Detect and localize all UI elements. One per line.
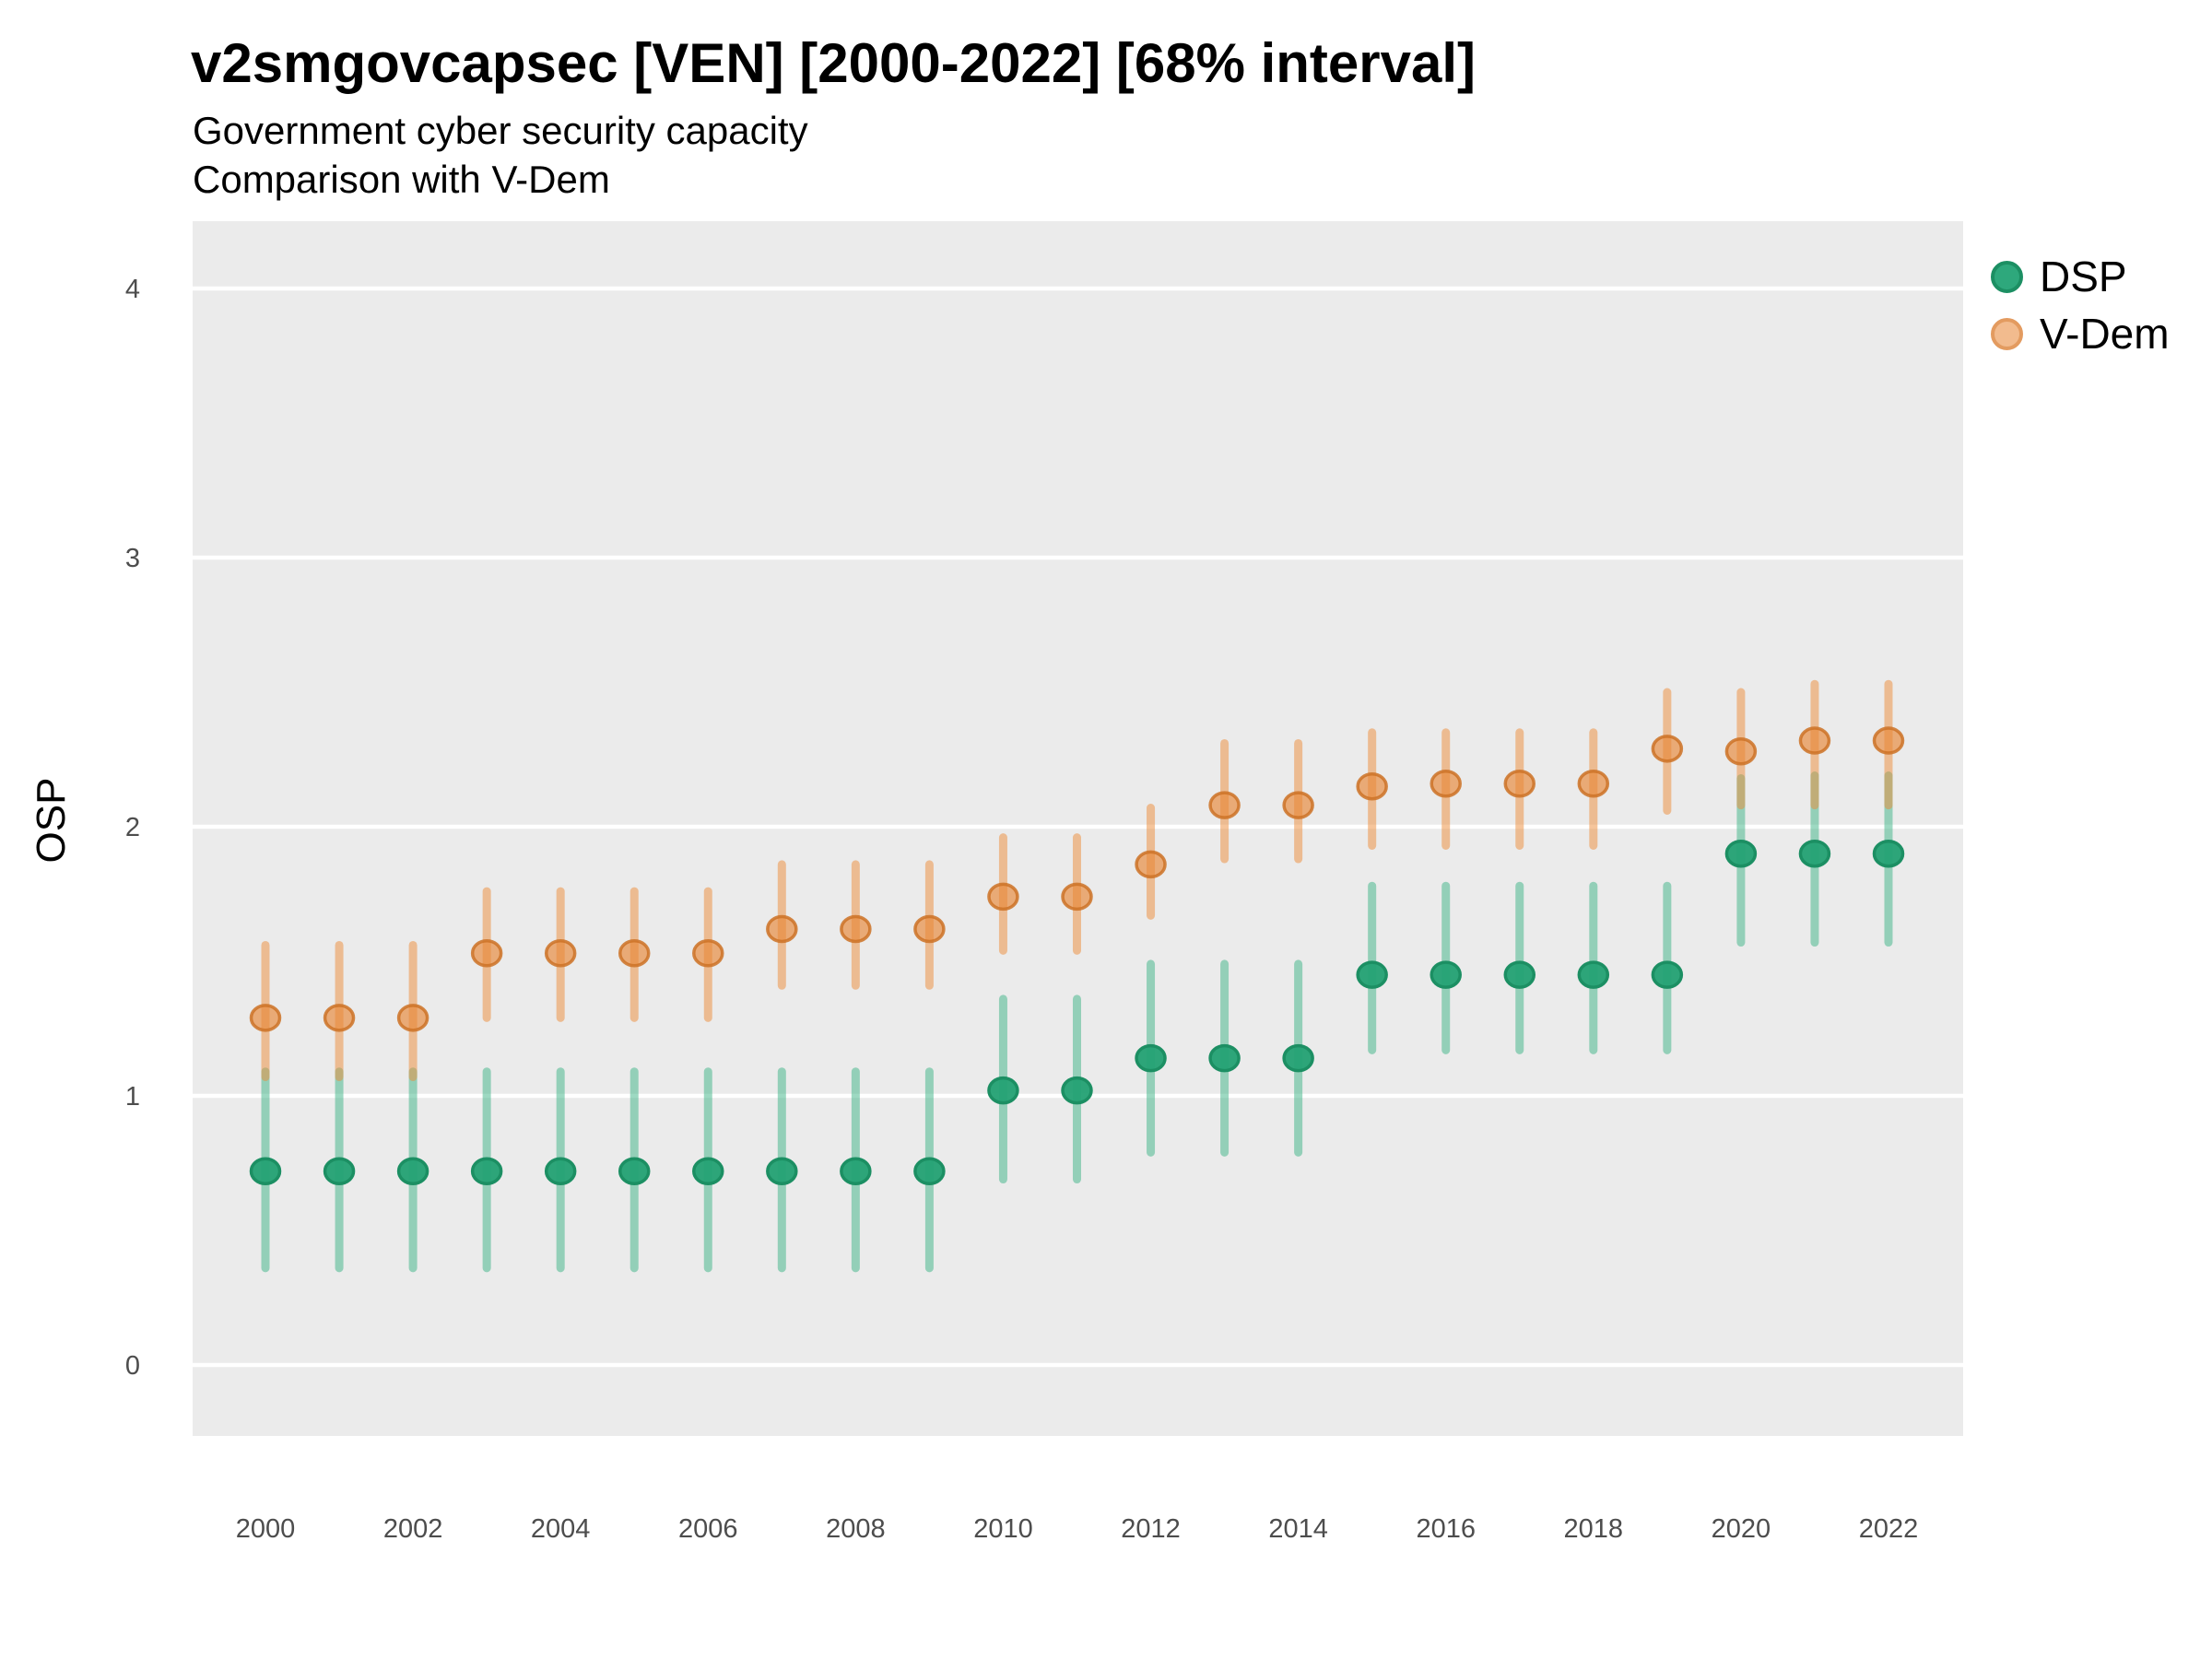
dsp-point [1651,960,1684,989]
y-tick-label: 4 [125,275,140,304]
dsp-point [1135,1043,1167,1073]
vdem-point [249,1004,282,1032]
vdem-point [987,882,1019,912]
chart-subtitle-line2: Comparison with V-Dem [193,158,610,201]
dsp-point [396,1157,429,1186]
y-tick-label: 2 [125,813,140,842]
dsp-point [470,1157,503,1186]
dsp-point [1356,960,1388,989]
x-tick-label: 2010 [973,1514,1033,1544]
vdem-point [323,1004,356,1032]
dsp-point [249,1157,282,1186]
vdem-legend-swatch-icon [1991,317,2023,350]
dsp-point [1430,960,1462,989]
legend-item-vdem: V-Dem [1991,312,2170,356]
dsp-point [323,1157,356,1186]
x-tick-label: 2016 [1416,1514,1476,1544]
vdem-point [1430,770,1462,798]
y-tick-label: 0 [125,1351,140,1381]
chart-title: v2smgovcapsec [VEN] [2000-2022] [68% int… [191,32,1477,94]
x-tick-label: 2020 [1712,1514,1771,1544]
vdem-point [470,938,503,968]
vdem-point [1503,770,1536,798]
vdem-point [1061,882,1093,912]
dsp-point [1577,960,1610,989]
x-tick-label: 2000 [236,1514,296,1544]
dsp-point [1872,839,1905,868]
y-axis-title: OSP [29,777,74,864]
vdem-point [1356,771,1388,801]
dsp-point [766,1157,798,1186]
x-tick-label: 2002 [383,1514,443,1544]
vdem-legend-label: V-Dem [2040,310,2170,358]
x-tick-label: 2004 [531,1514,591,1544]
vdem-point [913,914,946,944]
x-tick-label: 2008 [826,1514,886,1544]
vdem-point [1872,726,1905,755]
vdem-point [1208,791,1241,819]
chart-subtitle-line1: Government cyber security capacity [193,109,808,152]
x-tick-label: 2022 [1859,1514,1919,1544]
dsp-legend-label: DSP [2040,253,2127,300]
vdem-point [544,938,577,968]
dsp-point [1503,960,1536,989]
dsp-point [913,1157,946,1186]
x-tick-label: 2006 [678,1514,738,1544]
y-tick-label: 3 [125,544,140,573]
vdem-point [1577,770,1610,798]
vdem-point [396,1004,429,1032]
legend: DSP V-Dem [1991,254,2170,356]
vdem-point [1135,850,1167,879]
x-tick-label: 2014 [1268,1514,1328,1544]
vdem-point [766,914,798,944]
x-tick-label: 2018 [1564,1514,1624,1544]
dsp-point [1798,839,1831,868]
dsp-point [987,1076,1019,1105]
dsp-point [1282,1043,1314,1073]
dsp-point [840,1157,872,1186]
dsp-point [544,1157,577,1186]
dsp-point [1061,1076,1093,1105]
vdem-point [692,938,724,968]
vdem-point [1724,736,1758,766]
vdem-point [1651,735,1684,763]
dsp-point [692,1157,724,1186]
vdem-point [840,914,872,944]
y-tick-label: 1 [125,1082,140,1112]
dsp-point [1208,1043,1241,1073]
vdem-point [1282,791,1314,819]
x-tick-label: 2012 [1121,1514,1181,1544]
vdem-point [1798,726,1831,755]
dsp-legend-swatch-icon [1991,260,2023,293]
legend-item-dsp: DSP [1991,254,2170,299]
dsp-point [1724,839,1758,868]
vdem-point [618,938,651,968]
dsp-point [618,1157,651,1186]
